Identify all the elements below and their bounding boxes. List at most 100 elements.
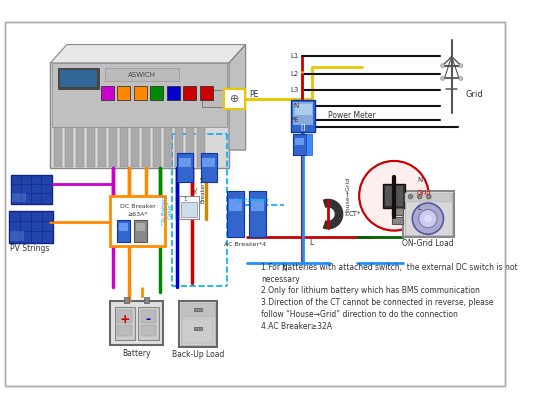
Text: ASWICH: ASWICH bbox=[128, 72, 156, 78]
Circle shape bbox=[419, 209, 437, 228]
Circle shape bbox=[424, 215, 431, 222]
Bar bbox=[225, 89, 245, 109]
Bar bbox=[65, 127, 73, 167]
Text: N: N bbox=[281, 264, 287, 273]
Bar bbox=[54, 127, 62, 167]
Bar bbox=[115, 307, 135, 339]
Text: PE: PE bbox=[290, 117, 299, 123]
Text: N: N bbox=[294, 103, 299, 109]
Bar bbox=[183, 86, 196, 100]
Text: 2.Only for lithium battery which has BMS communication: 2.Only for lithium battery which has BMS… bbox=[261, 286, 480, 295]
Text: PV Strings: PV Strings bbox=[9, 244, 49, 253]
Bar bbox=[117, 310, 132, 323]
Text: CT*: CT* bbox=[348, 211, 360, 217]
Bar bbox=[194, 327, 202, 330]
Text: 1: 1 bbox=[183, 197, 187, 202]
Text: "To Battery
Cable": "To Battery Cable" bbox=[162, 194, 173, 225]
Bar bbox=[144, 297, 150, 303]
Text: N: N bbox=[417, 177, 422, 183]
Bar bbox=[306, 134, 311, 155]
Bar bbox=[291, 100, 315, 132]
Bar bbox=[227, 191, 244, 237]
Text: ⊕: ⊕ bbox=[230, 93, 239, 104]
Bar bbox=[178, 301, 217, 347]
Text: ON-Grid Load: ON-Grid Load bbox=[402, 239, 454, 248]
Bar bbox=[194, 308, 202, 311]
Bar bbox=[178, 158, 191, 167]
Text: AC
Breaker*4: AC Breaker*4 bbox=[195, 175, 205, 203]
Bar bbox=[110, 301, 163, 345]
Circle shape bbox=[408, 194, 413, 199]
Bar bbox=[10, 231, 24, 241]
Bar bbox=[175, 127, 183, 167]
Bar bbox=[200, 86, 212, 100]
Bar bbox=[249, 191, 266, 237]
Bar bbox=[405, 193, 451, 202]
Circle shape bbox=[413, 203, 444, 234]
Bar bbox=[150, 86, 163, 100]
Text: Power Meter: Power Meter bbox=[328, 111, 376, 120]
Bar bbox=[142, 127, 150, 167]
Bar bbox=[11, 175, 52, 204]
Text: ≥63A*: ≥63A* bbox=[127, 212, 148, 217]
Bar bbox=[383, 184, 405, 208]
Text: +: + bbox=[120, 313, 130, 326]
Bar bbox=[229, 199, 242, 211]
Bar bbox=[202, 91, 225, 107]
Bar bbox=[117, 86, 130, 100]
Bar bbox=[76, 127, 85, 167]
Text: L: L bbox=[417, 205, 421, 211]
Bar bbox=[178, 196, 199, 219]
Bar bbox=[131, 127, 139, 167]
Circle shape bbox=[441, 77, 444, 80]
Bar bbox=[138, 307, 158, 339]
Bar bbox=[123, 297, 129, 303]
Text: L: L bbox=[309, 238, 314, 247]
Text: L1: L1 bbox=[290, 53, 299, 59]
Bar bbox=[136, 223, 145, 231]
Circle shape bbox=[426, 194, 431, 199]
Bar bbox=[9, 211, 53, 244]
Bar bbox=[182, 319, 214, 343]
Polygon shape bbox=[229, 44, 246, 150]
Text: L2: L2 bbox=[290, 71, 299, 77]
Polygon shape bbox=[324, 200, 342, 229]
Circle shape bbox=[441, 64, 444, 67]
Text: AC Breaker*4: AC Breaker*4 bbox=[225, 242, 267, 246]
Bar bbox=[164, 127, 172, 167]
Bar bbox=[58, 69, 99, 89]
Text: L3: L3 bbox=[290, 87, 299, 93]
Text: []: [] bbox=[301, 124, 306, 131]
Bar bbox=[119, 223, 128, 231]
Text: 4.AC Breaker≥32A: 4.AC Breaker≥32A bbox=[261, 322, 332, 331]
Bar bbox=[12, 193, 26, 202]
Bar bbox=[134, 220, 147, 242]
Text: Back-Up Load: Back-Up Load bbox=[172, 350, 224, 359]
Circle shape bbox=[459, 77, 463, 80]
Bar bbox=[251, 199, 264, 211]
Text: PE: PE bbox=[249, 89, 259, 99]
Text: To EzMeter: To EzMeter bbox=[235, 198, 269, 203]
Text: House→Grid: House→Grid bbox=[346, 177, 351, 215]
Bar bbox=[87, 127, 95, 167]
Bar bbox=[293, 134, 306, 155]
Text: -: - bbox=[146, 313, 151, 326]
Bar bbox=[295, 138, 304, 145]
Bar bbox=[167, 86, 180, 100]
Bar bbox=[295, 104, 311, 115]
Bar bbox=[403, 191, 454, 237]
Bar bbox=[181, 303, 215, 317]
Bar bbox=[134, 86, 147, 100]
Bar bbox=[177, 153, 193, 182]
Text: follow “House→Grid” direction to do the connection: follow “House→Grid” direction to do the … bbox=[261, 310, 458, 319]
Bar bbox=[197, 127, 205, 167]
Bar bbox=[141, 325, 156, 336]
Text: Grid: Grid bbox=[465, 91, 483, 100]
Bar bbox=[59, 70, 97, 87]
Text: necessary: necessary bbox=[261, 275, 300, 284]
Bar bbox=[117, 220, 130, 242]
Bar bbox=[202, 158, 215, 167]
Text: DC Breaker: DC Breaker bbox=[120, 204, 155, 209]
Circle shape bbox=[418, 194, 422, 199]
Bar bbox=[106, 69, 178, 81]
